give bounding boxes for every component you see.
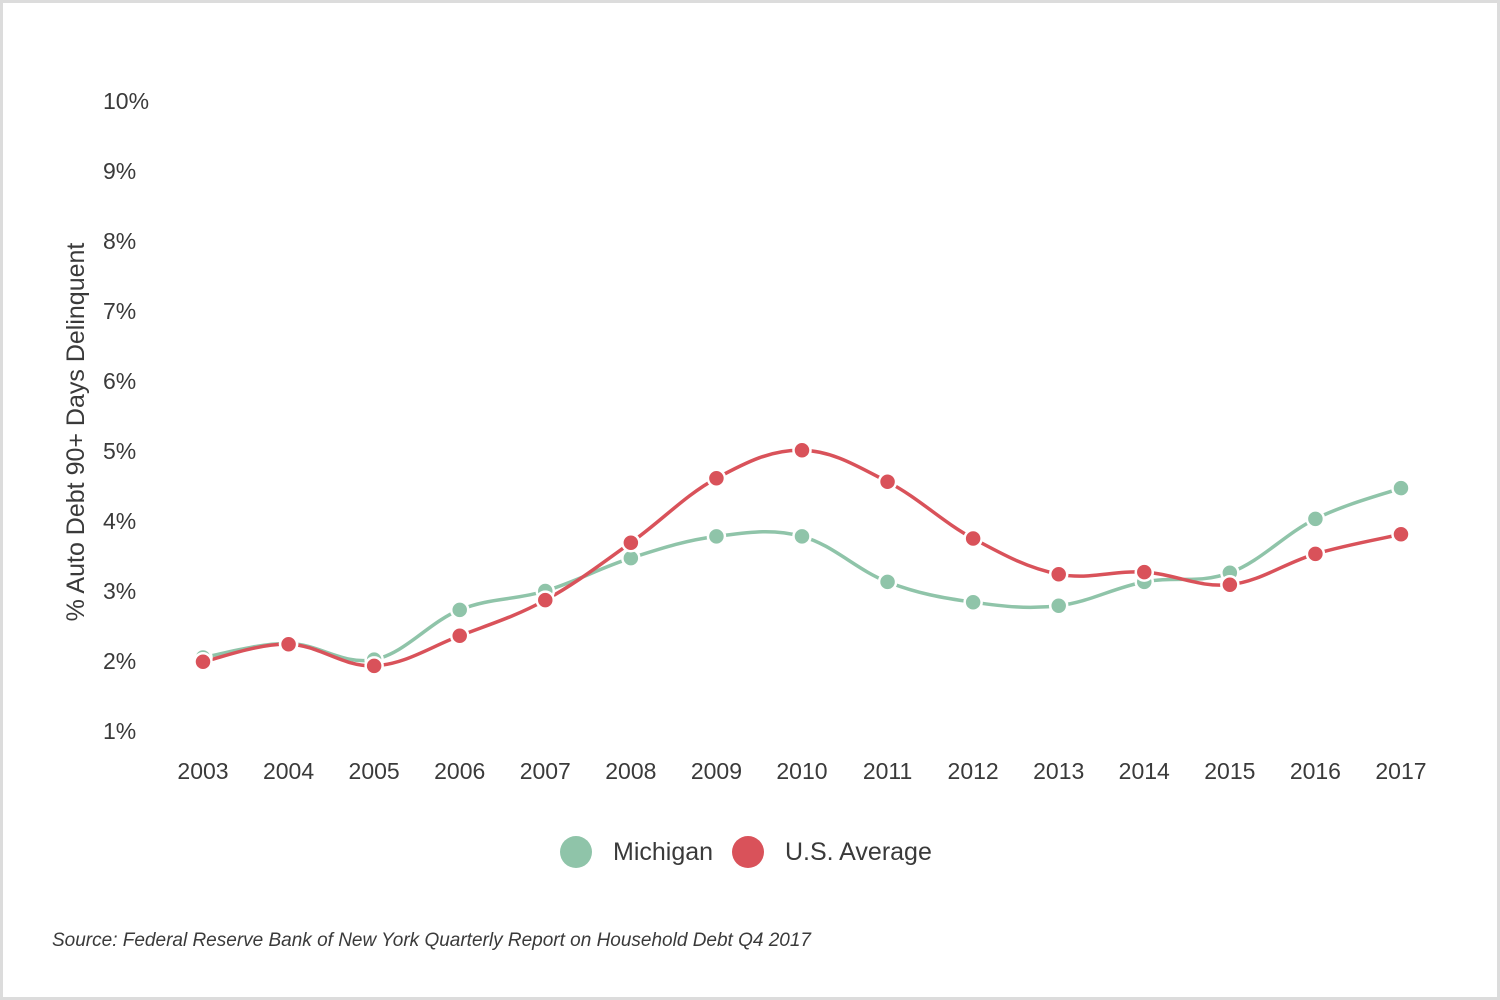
u-s-average-line [201,448,1403,668]
y-axis-ticks: 10% 9% 8% 7% 6% 5% 4% 3% 2% 1% [103,88,149,744]
y-tick-label: 10% [103,88,149,114]
x-tick-label: 2016 [1290,758,1341,784]
michigan-point [449,600,470,620]
legend-swatch-u-s-average [732,836,764,868]
series-lines [201,448,1403,668]
y-axis-title: % Auto Debt 90+ Days Delinquent [62,243,90,622]
x-tick-label: 2012 [948,758,999,784]
x-tick-label: 2011 [863,758,912,784]
y-tick-label: 4% [103,508,136,534]
y-tick-label: 8% [103,228,136,254]
u-s-average-point [621,532,641,553]
x-tick-label: 2006 [434,758,485,784]
x-tick-label: 2017 [1375,758,1426,784]
legend-label-u-s-average: U.S. Average [785,838,932,866]
u-s-average-point [1305,544,1326,564]
x-tick-label: 2008 [605,758,656,784]
x-tick-label: 2013 [1033,758,1084,784]
michigan-point [1305,509,1326,529]
michigan-point [1391,478,1411,498]
x-tick-label: 2015 [1204,758,1255,784]
x-tick-label: 2005 [349,758,400,784]
y-tick-label: 1% [103,718,136,744]
u-s-average-point [535,590,556,610]
u-s-average-point [193,651,213,672]
u-s-average-point [1220,574,1240,595]
u-s-average-point [792,440,812,461]
legend-swatch-michigan [560,836,592,868]
u-s-average-point [706,468,727,489]
u-s-average-point [364,656,384,676]
y-tick-label: 5% [103,438,136,464]
x-axis-ticks: 2003 2004 2005 2006 2007 2008 2009 2010 2011 2012… [177,758,1426,784]
y-tick-label: 2% [103,648,136,674]
u-s-average-point [278,634,299,654]
source-note: Source: Federal Reserve Bank of New York… [52,930,811,951]
u-s-average-point [1391,524,1411,545]
michigan-point [877,572,898,592]
michigan-point [1048,595,1069,616]
x-tick-label: 2009 [691,758,742,784]
y-tick-label: 9% [103,158,136,184]
michigan-point [706,526,727,547]
u-s-average-point [1048,564,1069,584]
u-s-average-point [449,626,470,646]
michigan-point [963,592,983,612]
x-tick-label: 2014 [1119,758,1170,784]
x-tick-label: 2007 [520,758,571,784]
u-s-average-point [963,528,983,549]
michigan-point [792,526,812,547]
x-tick-label: 2010 [776,758,827,784]
y-tick-label: 3% [103,578,136,604]
y-tick-label: 7% [103,298,136,324]
series-points [193,440,1411,676]
u-s-average-point [877,472,898,492]
y-tick-label: 6% [103,368,136,394]
x-tick-label: 2004 [263,758,314,784]
u-s-average-point [1134,562,1155,582]
legend: Michigan U.S. Average [560,836,932,868]
legend-label-michigan: Michigan [613,838,713,866]
x-tick-label: 2003 [177,758,228,784]
